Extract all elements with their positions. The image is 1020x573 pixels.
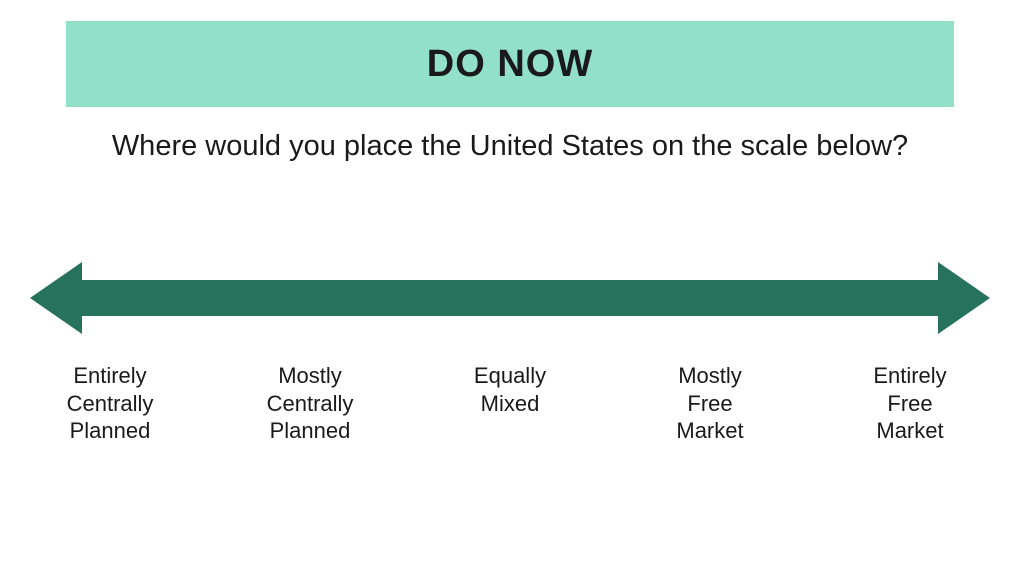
label-line: Mixed — [430, 390, 590, 418]
label-line: Equally — [430, 362, 590, 390]
double-arrow-icon — [30, 262, 990, 334]
scale-arrow — [30, 262, 990, 334]
label-line: Free — [630, 390, 790, 418]
label-line: Entirely — [830, 362, 990, 390]
label-line: Planned — [230, 417, 390, 445]
label-line: Centrally — [230, 390, 390, 418]
label-line: Entirely — [30, 362, 190, 390]
scale-label-4: EntirelyFreeMarket — [830, 362, 990, 445]
label-line: Planned — [30, 417, 190, 445]
label-line: Market — [830, 417, 990, 445]
scale-label-0: EntirelyCentrallyPlanned — [30, 362, 190, 445]
label-line: Mostly — [630, 362, 790, 390]
title-text: DO NOW — [427, 43, 593, 86]
label-line: Free — [830, 390, 990, 418]
scale-label-1: MostlyCentrallyPlanned — [230, 362, 390, 445]
label-line: Market — [630, 417, 790, 445]
question-text: Where would you place the United States … — [0, 130, 1020, 163]
scale-label-3: MostlyFreeMarket — [630, 362, 790, 445]
scale-labels: EntirelyCentrallyPlannedMostlyCentrallyP… — [30, 362, 990, 445]
label-line: Centrally — [30, 390, 190, 418]
scale-label-2: EquallyMixed — [430, 362, 590, 445]
title-banner: DO NOW — [66, 21, 954, 107]
label-line: Mostly — [230, 362, 390, 390]
